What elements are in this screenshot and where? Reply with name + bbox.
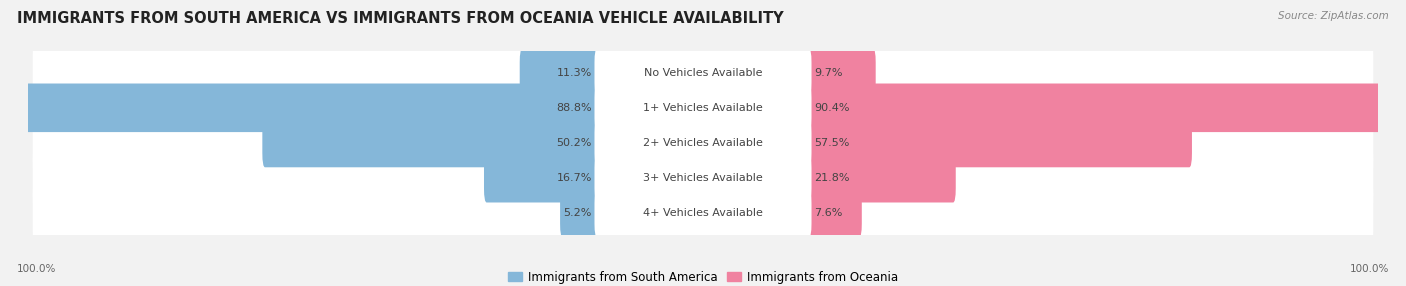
FancyBboxPatch shape — [32, 98, 1374, 188]
Text: 7.6%: 7.6% — [814, 208, 842, 219]
FancyBboxPatch shape — [595, 154, 811, 202]
FancyBboxPatch shape — [806, 189, 862, 238]
FancyBboxPatch shape — [595, 119, 811, 167]
FancyBboxPatch shape — [263, 119, 600, 167]
Text: 5.2%: 5.2% — [564, 208, 592, 219]
Text: 4+ Vehicles Available: 4+ Vehicles Available — [643, 208, 763, 219]
Text: 100.0%: 100.0% — [1350, 264, 1389, 274]
Text: 9.7%: 9.7% — [814, 67, 842, 78]
FancyBboxPatch shape — [806, 154, 956, 202]
Text: 16.7%: 16.7% — [557, 173, 592, 183]
Text: 3+ Vehicles Available: 3+ Vehicles Available — [643, 173, 763, 183]
FancyBboxPatch shape — [32, 168, 1374, 259]
FancyBboxPatch shape — [806, 84, 1406, 132]
Text: 1+ Vehicles Available: 1+ Vehicles Available — [643, 103, 763, 113]
FancyBboxPatch shape — [595, 48, 811, 97]
FancyBboxPatch shape — [32, 27, 1374, 118]
FancyBboxPatch shape — [806, 48, 876, 97]
Text: 100.0%: 100.0% — [17, 264, 56, 274]
FancyBboxPatch shape — [32, 63, 1374, 153]
Text: 2+ Vehicles Available: 2+ Vehicles Available — [643, 138, 763, 148]
FancyBboxPatch shape — [520, 48, 600, 97]
FancyBboxPatch shape — [7, 84, 600, 132]
Legend: Immigrants from South America, Immigrants from Oceania: Immigrants from South America, Immigrant… — [508, 271, 898, 283]
Text: 21.8%: 21.8% — [814, 173, 849, 183]
Text: No Vehicles Available: No Vehicles Available — [644, 67, 762, 78]
Text: IMMIGRANTS FROM SOUTH AMERICA VS IMMIGRANTS FROM OCEANIA VEHICLE AVAILABILITY: IMMIGRANTS FROM SOUTH AMERICA VS IMMIGRA… — [17, 11, 783, 26]
FancyBboxPatch shape — [595, 84, 811, 132]
FancyBboxPatch shape — [560, 189, 600, 238]
FancyBboxPatch shape — [806, 119, 1192, 167]
FancyBboxPatch shape — [595, 189, 811, 238]
Text: 50.2%: 50.2% — [557, 138, 592, 148]
Text: Source: ZipAtlas.com: Source: ZipAtlas.com — [1278, 11, 1389, 21]
FancyBboxPatch shape — [484, 154, 600, 202]
Text: 11.3%: 11.3% — [557, 67, 592, 78]
FancyBboxPatch shape — [32, 133, 1374, 223]
Text: 90.4%: 90.4% — [814, 103, 849, 113]
Text: 88.8%: 88.8% — [557, 103, 592, 113]
Text: 57.5%: 57.5% — [814, 138, 849, 148]
